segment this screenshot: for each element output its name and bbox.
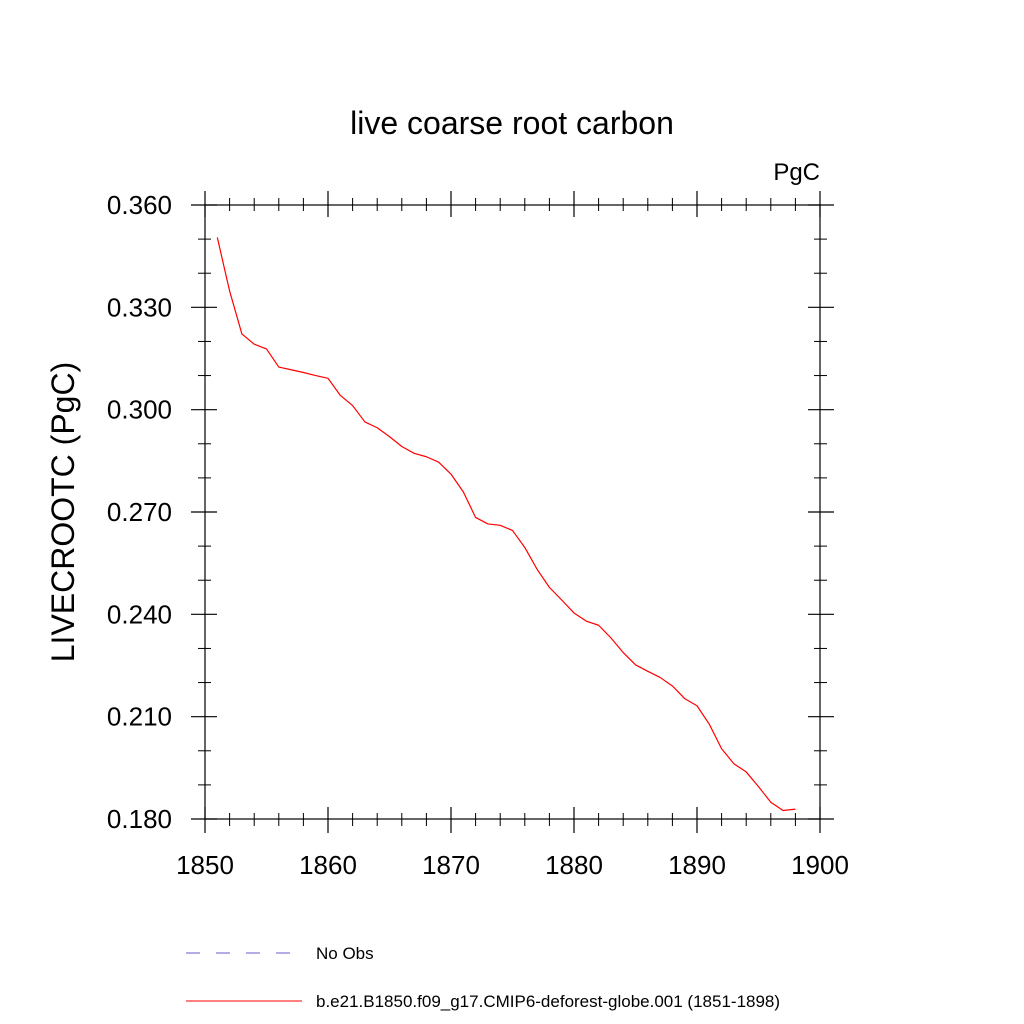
y-tick-label: 0.360 xyxy=(107,190,172,220)
x-tick-labels: 1850 1860 1870 1880 1890 1900 xyxy=(176,850,849,880)
y-tick-label: 0.300 xyxy=(107,395,172,425)
x-tick-label: 1870 xyxy=(422,850,480,880)
axis-ticks xyxy=(191,191,834,833)
chart-title: live coarse root carbon xyxy=(350,105,674,141)
x-tick-label: 1880 xyxy=(545,850,603,880)
x-tick-label: 1900 xyxy=(791,850,849,880)
x-tick-label: 1850 xyxy=(176,850,234,880)
y-tick-label: 0.210 xyxy=(107,702,172,732)
x-tick-label: 1890 xyxy=(668,850,726,880)
y-axis-label: LIVECROOTC (PgC) xyxy=(45,362,81,662)
units-label: PgC xyxy=(773,159,820,186)
y-tick-labels: 0.180 0.210 0.240 0.270 0.300 0.330 0.360 xyxy=(107,190,172,834)
series-layer xyxy=(216,237,796,812)
series-line-0 xyxy=(216,237,796,812)
y-tick-label: 0.240 xyxy=(107,599,172,629)
legend-label-model: b.e21.B1850.f09_g17.CMIP6-deforest-globe… xyxy=(316,992,780,1011)
plot-frame xyxy=(204,204,821,820)
y-tick-label: 0.330 xyxy=(107,292,172,322)
y-tick-label: 0.270 xyxy=(107,497,172,527)
legend: No Obs b.e21.B1850.f09_g17.CMIP6-defores… xyxy=(186,944,780,1011)
x-tick-label: 1860 xyxy=(299,850,357,880)
y-tick-label: 0.180 xyxy=(107,804,172,834)
legend-label-no-obs: No Obs xyxy=(316,944,374,963)
